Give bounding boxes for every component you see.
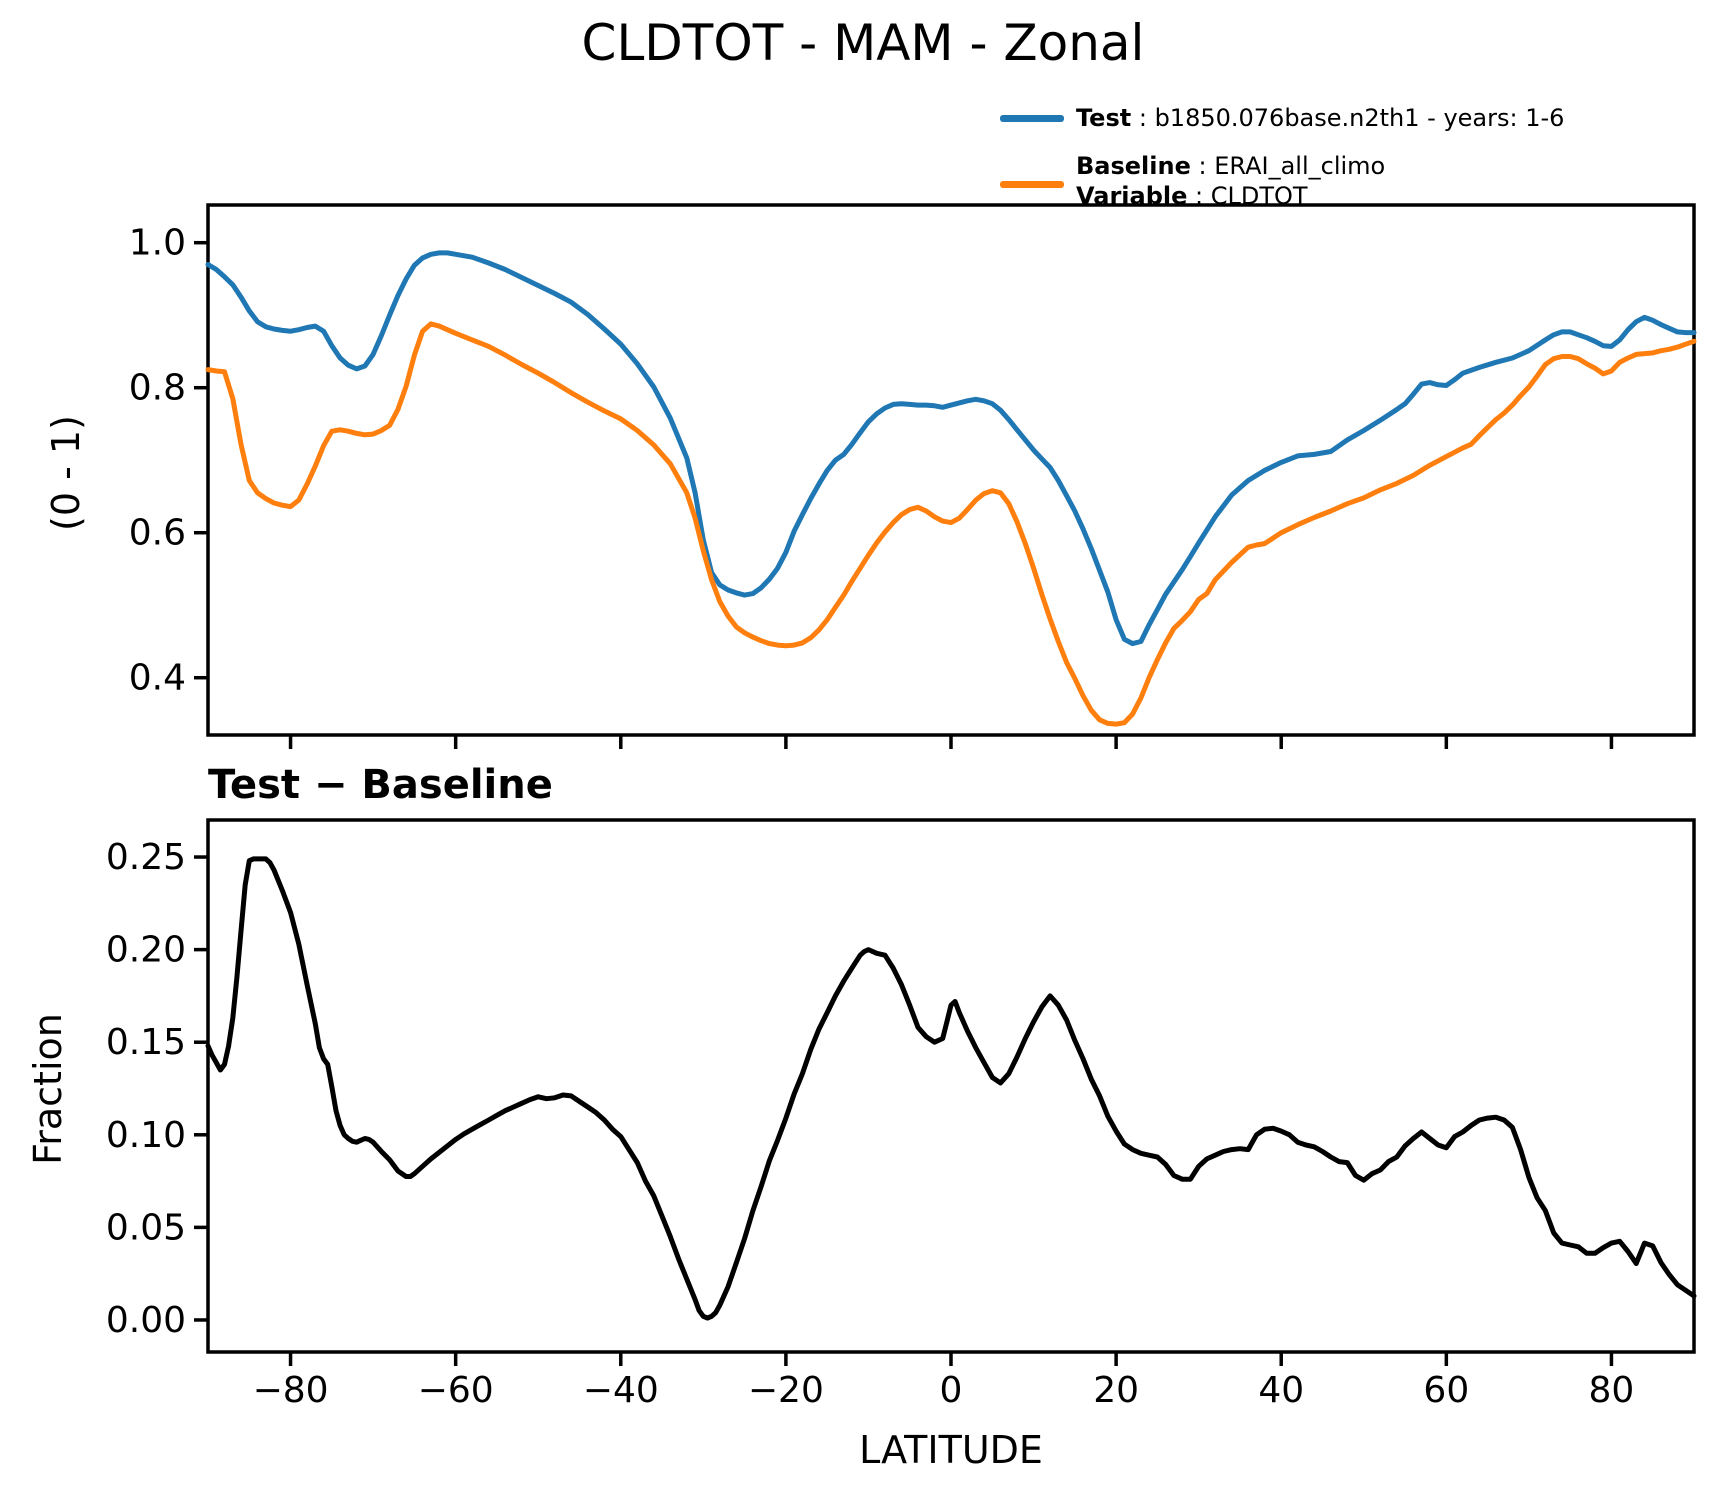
- x-tick-label: −60: [418, 1370, 494, 1411]
- series-line-test: [205, 250, 1697, 647]
- x-tick-label: −20: [748, 1370, 824, 1411]
- y-tick-label: 0.05: [106, 1207, 186, 1248]
- y-tick-label: 0.10: [106, 1115, 186, 1156]
- test-line-swatch: [1000, 115, 1064, 122]
- x-tick-label: 40: [1258, 1370, 1304, 1411]
- x-tick-label: −80: [253, 1370, 329, 1411]
- y-tick-label: 1.0: [129, 223, 186, 264]
- y-tick-label: 0.4: [129, 658, 186, 699]
- bottom-plot-ylabel: Fraction: [26, 1013, 70, 1165]
- legend-test-label: Test : b1850.076base.n2th1 - years: 1-6: [1076, 104, 1565, 132]
- legend-baseline-label: Baseline : ERAI_all_climo: [1076, 152, 1386, 180]
- baseline-line-swatch: [1000, 181, 1064, 188]
- axes-box-1: [206, 818, 1696, 1354]
- x-tick-label: 0: [940, 1370, 963, 1411]
- y-tick-label: 0.25: [106, 837, 186, 878]
- axes-box-0: [206, 203, 1696, 737]
- top-plot-ylabel: (0 - 1): [44, 415, 88, 531]
- series-line-baseline: [205, 321, 1697, 727]
- series-line-difference: [205, 856, 1697, 1321]
- y-tick-label: 0.6: [129, 513, 186, 554]
- difference-plot-title: Test − Baseline: [208, 762, 553, 808]
- x-tick-label: −40: [583, 1370, 659, 1411]
- figure-title: CLDTOT - MAM - Zonal: [581, 14, 1145, 72]
- y-tick-label: 0.20: [106, 930, 186, 971]
- y-tick-label: 0.8: [129, 368, 186, 409]
- y-tick-label: 0.00: [106, 1300, 186, 1341]
- latitude-axis-label: LATITUDE: [859, 1428, 1043, 1472]
- x-tick-label: 60: [1423, 1370, 1469, 1411]
- y-tick-label: 0.15: [106, 1022, 186, 1063]
- legend-variable-label: Variable : CLDTOT: [1076, 182, 1308, 210]
- x-tick-label: 80: [1589, 1370, 1635, 1411]
- x-tick-label: 20: [1093, 1370, 1139, 1411]
